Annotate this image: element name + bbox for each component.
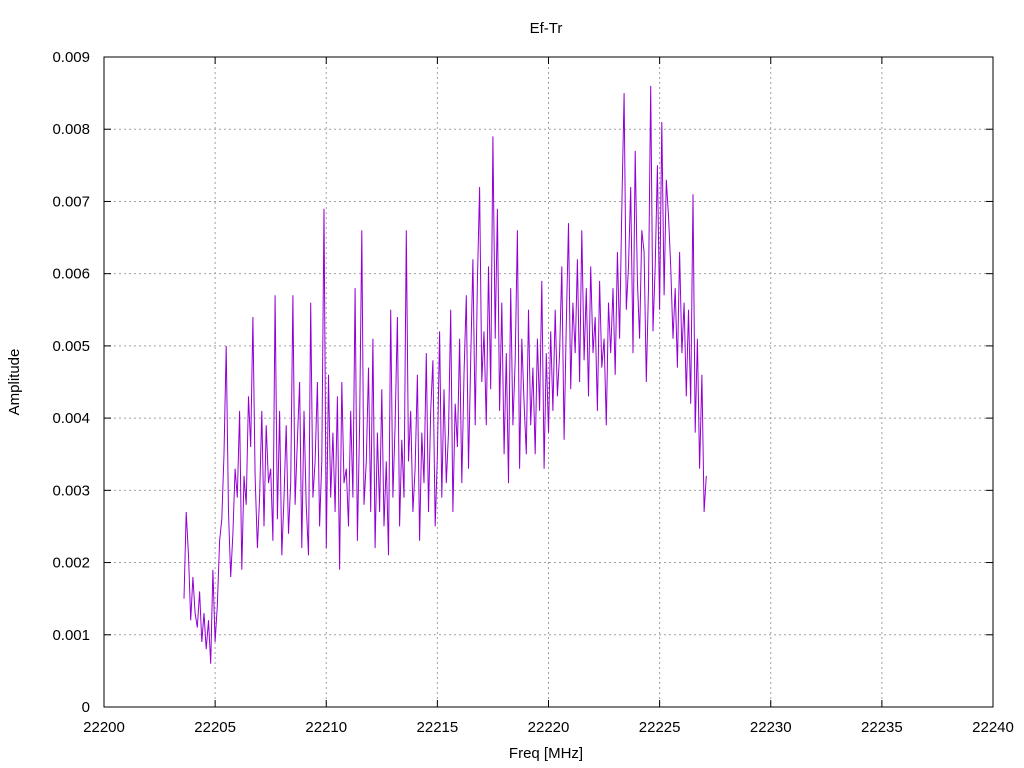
plot-area xyxy=(183,85,707,664)
y-tick-label: 0 xyxy=(82,699,90,716)
y-tick-label: 0.008 xyxy=(52,121,90,138)
y-tick-label: 0.003 xyxy=(52,482,90,499)
x-tick-label: 22200 xyxy=(83,719,125,736)
x-axis-label: Freq [MHz] xyxy=(509,745,583,762)
x-tick-label: 22220 xyxy=(528,719,570,736)
grid-lines xyxy=(104,57,993,707)
x-tick-label: 22210 xyxy=(305,719,347,736)
y-tick-label: 0.009 xyxy=(52,49,90,66)
y-axis-label: Amplitude xyxy=(6,349,23,416)
x-tick-label: 22235 xyxy=(861,719,903,736)
x-tick-label: 22215 xyxy=(417,719,459,736)
y-tick-label: 0.005 xyxy=(52,338,90,355)
x-tick-label: 22225 xyxy=(639,719,681,736)
x-tick-labels: 22200 22205 22210 22215 22220 22225 22230 22235… xyxy=(83,719,1014,736)
y-tick-label: 0.006 xyxy=(52,266,90,283)
series-line-0 xyxy=(183,85,707,664)
plot-border xyxy=(103,56,994,708)
y-tick-label: 0.007 xyxy=(52,193,90,210)
y-tick-label: 0.002 xyxy=(52,555,90,572)
y-tick-labels: 0 0.001 0.002 0.003 0.004 0.005 0.006 0.007 0.00… xyxy=(52,49,90,716)
y-tick-label: 0.004 xyxy=(52,410,90,427)
x-tick-label: 22240 xyxy=(972,719,1014,736)
x-tick-label: 22205 xyxy=(194,719,236,736)
chart-title: Ef-Tr xyxy=(530,20,563,37)
y-tick-label: 0.001 xyxy=(52,627,90,644)
x-tick-label: 22230 xyxy=(750,719,792,736)
